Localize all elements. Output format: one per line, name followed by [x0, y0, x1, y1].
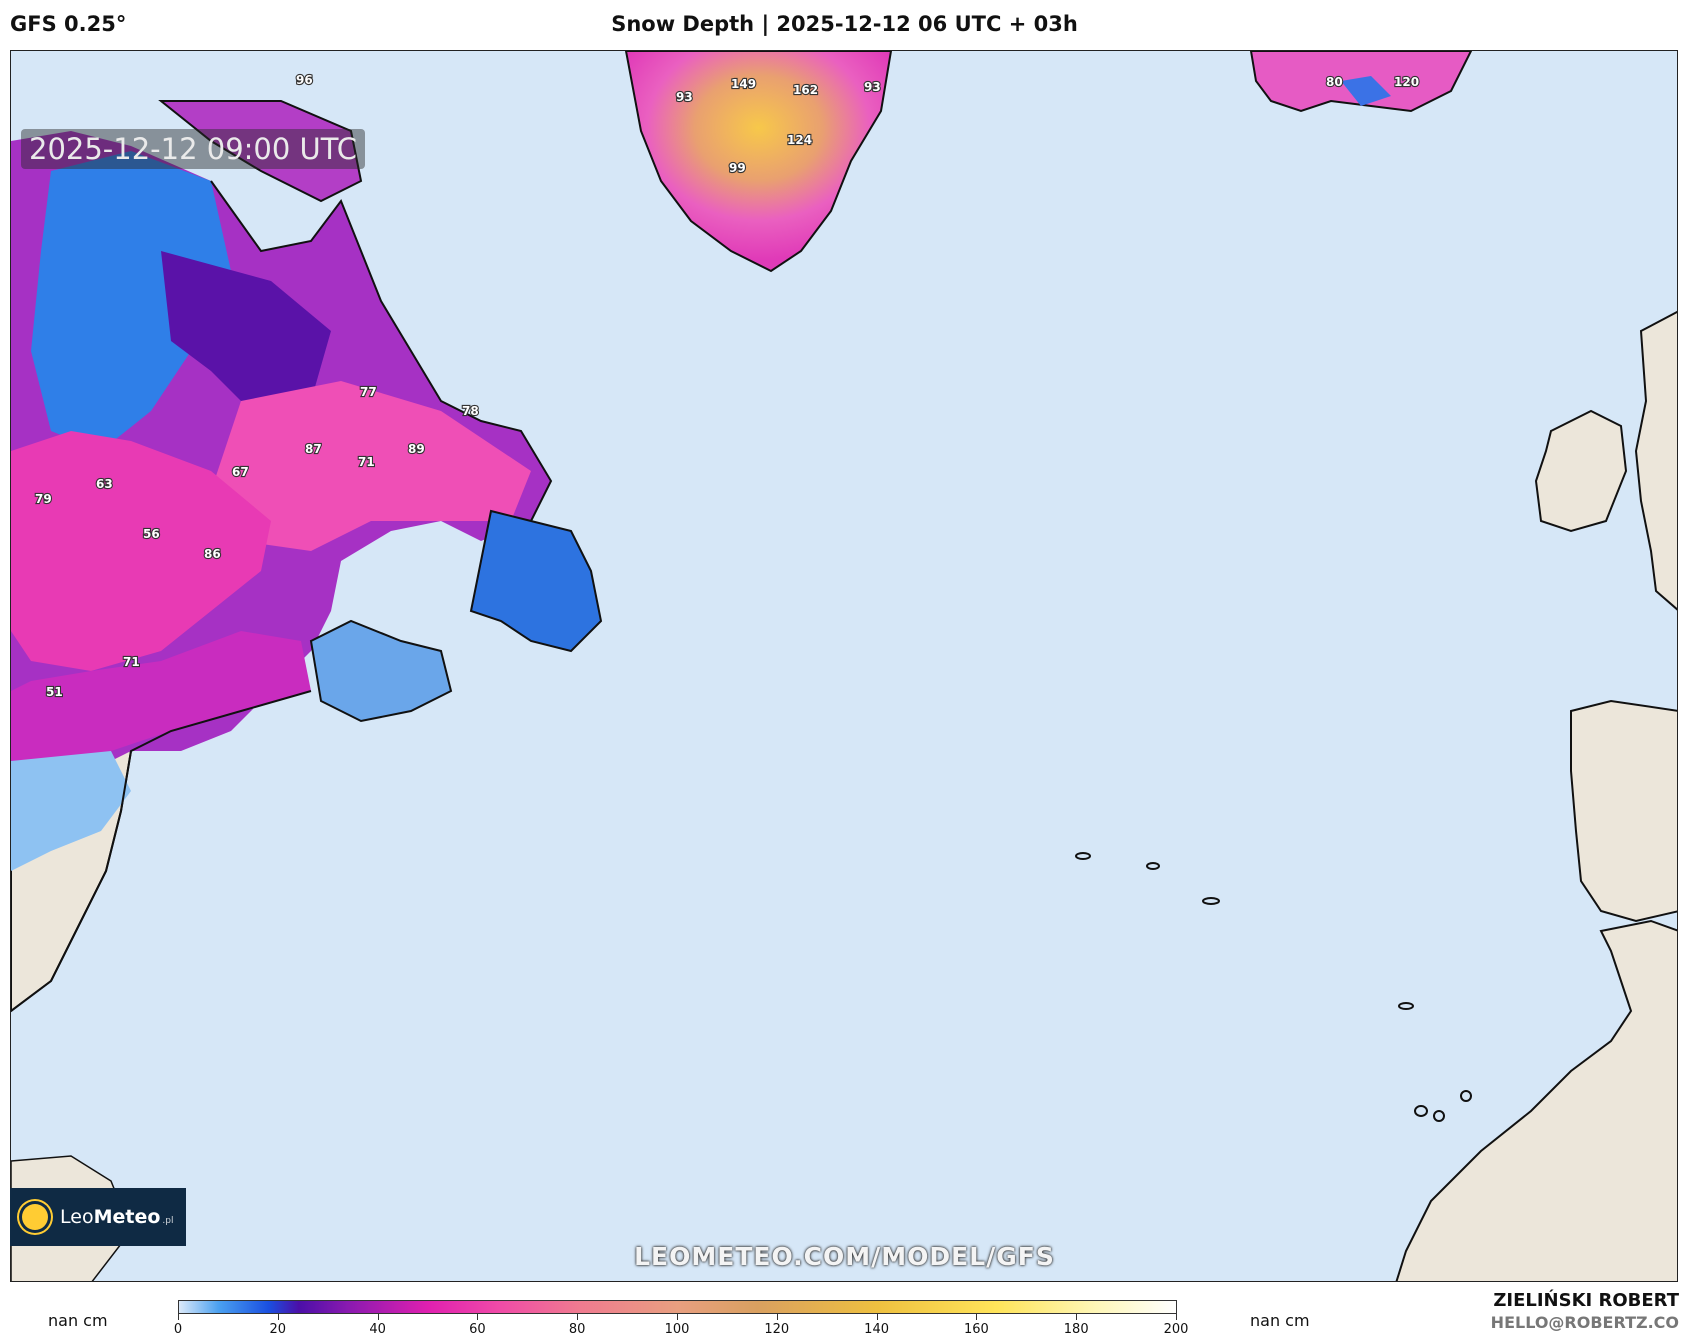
value-label: 87 [305, 442, 322, 456]
land-newfoundland [469, 509, 603, 653]
colorbar-tick [677, 1314, 678, 1320]
map-title: Snow Depth | 2025-12-12 06 UTC + 03h [611, 12, 1078, 36]
snow-pink-ontario [11, 431, 271, 671]
snow-blue-interior [31, 151, 231, 451]
value-label: 67 [232, 465, 249, 479]
snow-light-south [11, 751, 131, 871]
island-azores-2 [1146, 862, 1160, 870]
snow-pink-newengland [11, 631, 311, 771]
land-ireland [1534, 409, 1628, 533]
value-label: 93 [676, 90, 693, 104]
logo-bold: Meteo [93, 1206, 161, 1228]
value-label: 78 [462, 404, 479, 418]
colorbar-tick [776, 1314, 778, 1320]
colorbar-tick-label: 160 [963, 1322, 989, 1337]
logo-prefix: Leo [60, 1206, 94, 1228]
island-canaries-1 [1414, 1105, 1428, 1117]
colorbar-tick-label: 180 [1063, 1322, 1089, 1337]
colorbar-tick [876, 1314, 878, 1320]
value-label: 56 [143, 527, 160, 541]
colorbar-tick [1076, 1314, 1078, 1320]
author-name: ZIELIŃSKI ROBERT [1493, 1290, 1679, 1311]
value-label: 79 [35, 492, 52, 506]
model-name: GFS 0.25° [10, 12, 127, 36]
colorbar-tick-label: 100 [664, 1322, 690, 1337]
colorbar-tick-label: 120 [764, 1322, 790, 1337]
island-canaries-2 [1460, 1090, 1472, 1102]
value-label: 71 [358, 455, 375, 469]
author-email[interactable]: HELLO@ROBERTZ.CO [1490, 1313, 1679, 1332]
land-britain [1634, 310, 1677, 611]
value-label: 77 [360, 385, 377, 399]
land-iberia [1570, 699, 1677, 923]
snow-violet-core [161, 251, 331, 411]
value-label: 93 [864, 80, 881, 94]
island-madeira [1398, 1002, 1414, 1010]
colorbar-tick [277, 1314, 279, 1320]
colorbar-tick [377, 1314, 379, 1320]
colorbar-tick [1176, 1314, 1177, 1320]
colorbar-tick-label: 40 [369, 1322, 386, 1337]
colorbar-tick-label: 80 [568, 1322, 586, 1337]
logo-text: LeoMeteo .pl [60, 1206, 173, 1228]
map-canvas: 96 93 149 162 93 124 99 80 120 77 78 87 … [11, 51, 1677, 1281]
land-greenland [624, 51, 893, 273]
colorbar-unit-left: nan cm [48, 1311, 108, 1330]
island-azores-1 [1075, 852, 1091, 860]
snow-iceland-blue [1341, 76, 1391, 106]
coast-us-east [11, 690, 312, 1012]
value-label: 63 [96, 477, 113, 491]
leometeo-logo[interactable]: LeoMeteo .pl [10, 1188, 186, 1246]
island-canaries-3 [1433, 1110, 1445, 1122]
value-label: 86 [204, 547, 221, 561]
land-baffin [158, 100, 363, 203]
land-maritimes [309, 619, 453, 723]
colorbar-tick [577, 1314, 579, 1320]
value-label: 51 [46, 685, 63, 699]
sun-icon [22, 1204, 48, 1230]
value-label: 124 [787, 133, 812, 147]
snow-depth-map: 96 93 149 162 93 124 99 80 120 77 78 87 … [10, 50, 1678, 1282]
value-label: 99 [729, 161, 746, 175]
value-label: 120 [1394, 75, 1419, 89]
land-north-africa [1395, 919, 1677, 1281]
coast-quebec-labrador [210, 180, 553, 522]
island-azores-3 [1202, 897, 1220, 905]
value-label: 162 [793, 83, 818, 97]
colorbar [178, 1300, 1177, 1314]
logo-suffix: .pl [162, 1216, 174, 1226]
colorbar-tick-label: 60 [469, 1322, 486, 1337]
colorbar-tick [178, 1314, 179, 1320]
colorbar-unit-right: nan cm [1250, 1311, 1310, 1330]
value-label: 71 [123, 655, 140, 669]
value-label: 96 [296, 73, 313, 87]
value-label: 149 [731, 77, 756, 91]
value-label: 89 [408, 442, 425, 456]
value-label: 80 [1326, 75, 1343, 89]
snow-pink-quebec [211, 381, 531, 551]
colorbar-tick [477, 1314, 479, 1320]
colorbar-tick-label: 0 [173, 1322, 183, 1337]
valid-time-box: 2025-12-12 09:00 UTC [21, 129, 366, 169]
colorbar-tick-label: 200 [1163, 1322, 1189, 1337]
source-url[interactable]: LEOMETEO.COM/MODEL/GFS [634, 1242, 1055, 1271]
colorbar-tick-label: 20 [269, 1322, 287, 1337]
colorbar-tick [976, 1314, 978, 1320]
colorbar-tick-label: 140 [864, 1322, 890, 1337]
